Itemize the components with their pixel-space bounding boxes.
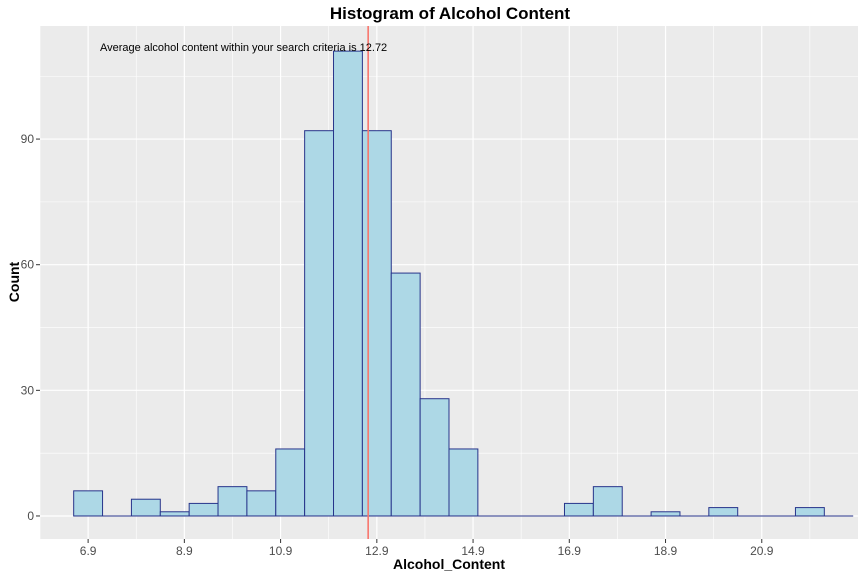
histogram-bar [361,130,392,517]
y-tick-label: 60 [21,258,35,272]
histogram-bar [592,486,623,517]
histogram-bar [333,50,363,517]
y-tick-label: 30 [21,383,35,397]
histogram-bar [419,398,450,517]
histogram-bar [794,507,825,517]
histogram-bar [390,272,421,517]
y-tick-label: 0 [27,509,34,523]
histogram-bar [130,498,161,517]
histogram-bar [159,511,190,517]
x-tick-label: 14.9 [461,544,485,558]
mean-annotation: Average alcohol content within your sear… [100,42,387,54]
x-axis-title: Alcohol_Content [393,556,505,572]
histogram-bar [275,448,306,517]
x-tick-label: 6.9 [80,544,97,558]
histogram-bar [563,502,594,517]
chart-title: Histogram of Alcohol Content [330,4,571,23]
x-tick-label: 16.9 [558,544,582,558]
y-axis-title: Count [6,261,22,302]
histogram-bar [304,130,335,517]
x-tick-label: 12.9 [365,544,389,558]
x-tick-label: 10.9 [269,544,293,558]
y-axis-ticks: 0 30 60 90 [21,132,40,523]
histogram-bar [217,486,248,517]
histogram-bar [246,490,277,517]
histogram-bar [708,507,739,517]
x-tick-label: 8.9 [176,544,193,558]
x-tick-label: 20.9 [750,544,774,558]
y-tick-label: 90 [21,132,35,146]
x-tick-label: 18.9 [654,544,678,558]
histogram-bar [448,448,479,517]
histogram-bars [73,50,854,517]
histogram-bar [650,511,681,517]
x-axis-ticks: 6.9 8.9 10.9 12.9 14.9 16.9 18.9 20.9 [80,539,774,558]
histogram-bar [188,502,219,517]
histogram-bar [73,490,104,517]
